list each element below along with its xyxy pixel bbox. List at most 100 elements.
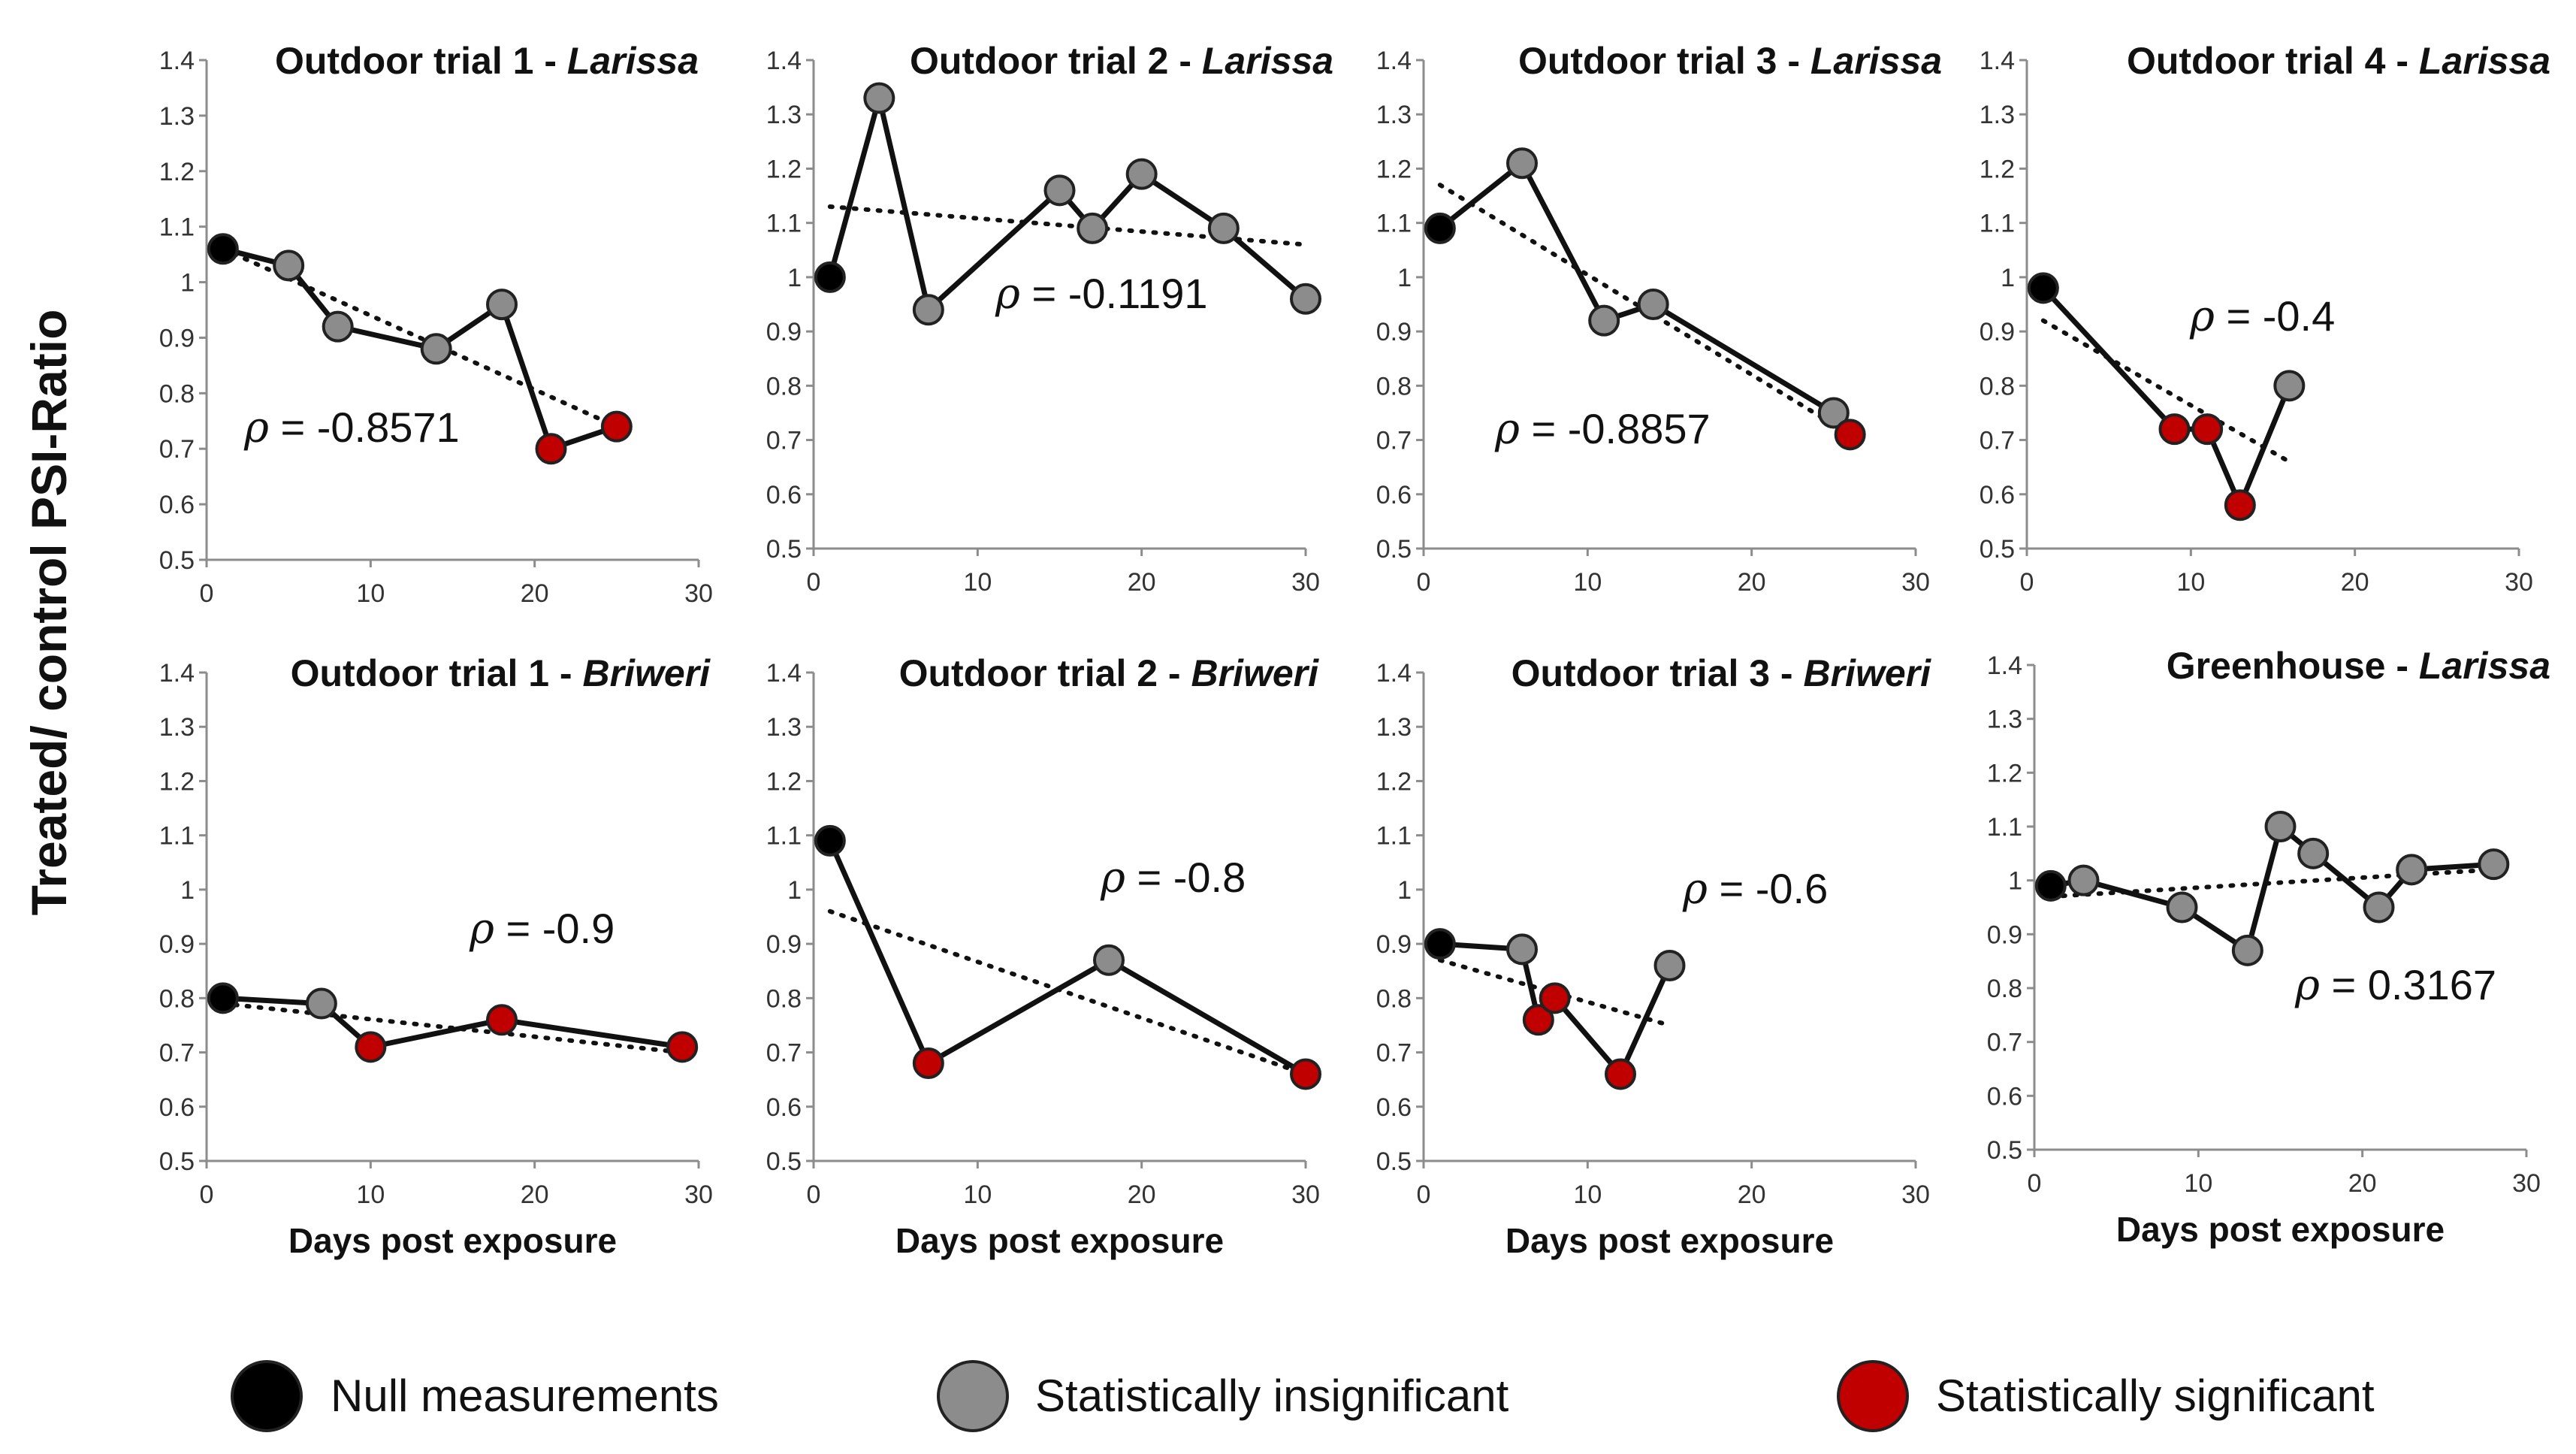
y-tick-label: 0.8 [766,984,802,1013]
y-tick-label: 1.1 [1376,210,1412,238]
rho-annotation: ρ = -0.6 [1682,865,1828,914]
data-point-null [207,982,239,1014]
y-tick-label: 1.1 [1980,210,2015,238]
chart-panel-7: 0.5 0.6 0.7 0.8 0.9 1 1.1 1.2 1.3 1.4 0 10 20 30 Outdo… [1376,652,1931,1260]
x-tick-label: 30 [684,1180,713,1209]
y-tick-label: 1.4 [766,47,802,75]
data-point-ns [1207,212,1240,244]
y-tick-label: 0.6 [159,491,195,519]
data-point-ns [1290,283,1321,315]
y-tick-label: 1 [2008,867,2022,896]
y-tick-label: 0.6 [159,1093,195,1122]
x-axis-label: Days post exposure [1505,1221,1834,1260]
trend-line [2040,318,2292,464]
series-line [2050,824,2494,954]
x-tick-label: 10 [2184,1169,2212,1198]
y-tick-label: 0.9 [1980,318,2015,346]
rho-annotation: ρ = -0.8 [1100,854,1246,902]
y-tick-label: 0.5 [1376,535,1412,564]
y-tick-label: 0.8 [159,379,195,408]
y-tick-label: 0.5 [766,535,802,564]
data-point-ns [2396,854,2428,886]
trend-line [827,908,1308,1077]
y-tick-label: 0.8 [1376,372,1412,401]
y-tick-label: 0.7 [1376,427,1412,455]
legend-label: Statistically significant [1936,1371,2375,1421]
legend-label: Statistically insignificant [1035,1371,1509,1421]
x-tick-label: 20 [1128,568,1156,597]
y-tick-label: 1.2 [159,767,195,796]
y-tick-label: 1.2 [159,158,195,186]
y-tick-label: 1 [180,269,195,298]
panel-title: Outdoor trial 4 - Larissa [2127,40,2550,82]
x-tick-label: 20 [521,1180,549,1209]
y-tick-label: 0.8 [766,372,802,401]
data-point-null [207,233,239,265]
x-tick-label: 0 [1417,1180,1431,1209]
y-tick-label: 1.4 [1376,47,1412,75]
rho-annotation: ρ = -0.1191 [995,270,1208,319]
data-point-sig [912,1047,944,1079]
y-tick-label: 0.9 [1376,930,1412,959]
y-tick-label: 1.2 [766,155,802,183]
data-point-ns [2363,891,2395,923]
y-tick-label: 0.6 [766,1093,802,1122]
rho-annotation: ρ = -0.9 [469,905,615,954]
y-tick-label: 1.1 [159,822,195,851]
chart-panel-6: 0.5 0.6 0.7 0.8 0.9 1 1.1 1.2 1.3 1.4 0 10 20 30 Outdo… [766,652,1321,1260]
x-tick-label: 10 [356,579,385,608]
rho-annotation: ρ = -0.8857 [1494,405,1711,454]
y-axis-label: Treated/ control PSI-Ratio [21,310,77,916]
data-point-ns [305,987,337,1020]
legend-item-null: Null measurements [231,1360,719,1432]
panel-title: Outdoor trial 1 - Briweri [291,652,711,694]
data-point-ns [1093,944,1125,976]
y-tick-label: 1.1 [1987,813,2022,842]
data-point-null [1424,928,1456,960]
y-tick-label: 0.6 [1376,481,1412,509]
x-tick-label: 20 [1128,1180,1156,1209]
y-tick-label: 0.5 [159,546,195,575]
y-tick-label: 1.2 [1376,767,1412,796]
legend-label: Null measurements [331,1371,719,1421]
panel-title: Outdoor trial 2 - Briweri [899,652,1320,694]
y-tick-label: 1.1 [1376,822,1412,851]
y-tick-label: 1 [1397,264,1412,292]
y-tick-label: 1 [180,876,195,905]
x-tick-label: 20 [2341,568,2369,597]
series-line [827,95,1308,313]
x-tick-label: 0 [200,1180,214,1209]
y-tick-label: 0.7 [159,435,195,464]
x-axis-label: Days post exposure [895,1221,1224,1260]
data-point-sig [486,1004,518,1036]
y-tick-label: 0.7 [766,427,802,455]
data-point-sig [1605,1058,1636,1090]
series-line [827,839,1307,1077]
data-point-ns [1077,212,1109,244]
x-tick-label: 20 [521,579,549,608]
x-tick-label: 30 [1291,568,1320,597]
data-point-ns [863,82,895,114]
x-tick-label: 20 [2348,1169,2377,1198]
y-tick-label: 1.3 [1376,713,1412,742]
panel-title: Greenhouse - Larissa [2167,645,2550,687]
data-point-ns [2297,837,2330,869]
y-tick-label: 1.1 [159,213,195,242]
data-point-null [1424,212,1456,244]
y-tick-label: 0.7 [159,1039,195,1068]
y-tick-label: 0.8 [1376,984,1412,1013]
y-tick-label: 1.3 [1987,706,2022,734]
data-point-sig [1522,1004,1554,1036]
y-tick-label: 1.1 [766,822,802,851]
x-tick-label: 0 [2028,1169,2042,1198]
data-point-ns [1043,174,1076,207]
chart-panel-1: 0.5 0.6 0.7 0.8 0.9 1 1.1 1.2 1.3 1.4 0 10 20 30 Outdo… [159,40,713,608]
series-line [222,995,683,1050]
x-tick-label: 30 [1901,1180,1930,1209]
y-tick-label: 0.5 [1376,1147,1412,1176]
panel-title: Outdoor trial 2 - Larissa [910,40,1333,82]
data-point-ns [322,310,354,343]
panel-title: Outdoor trial 3 - Larissa [1518,40,1942,82]
y-tick-label: 0.7 [1987,1029,2022,1057]
y-tick-label: 1 [787,264,802,292]
